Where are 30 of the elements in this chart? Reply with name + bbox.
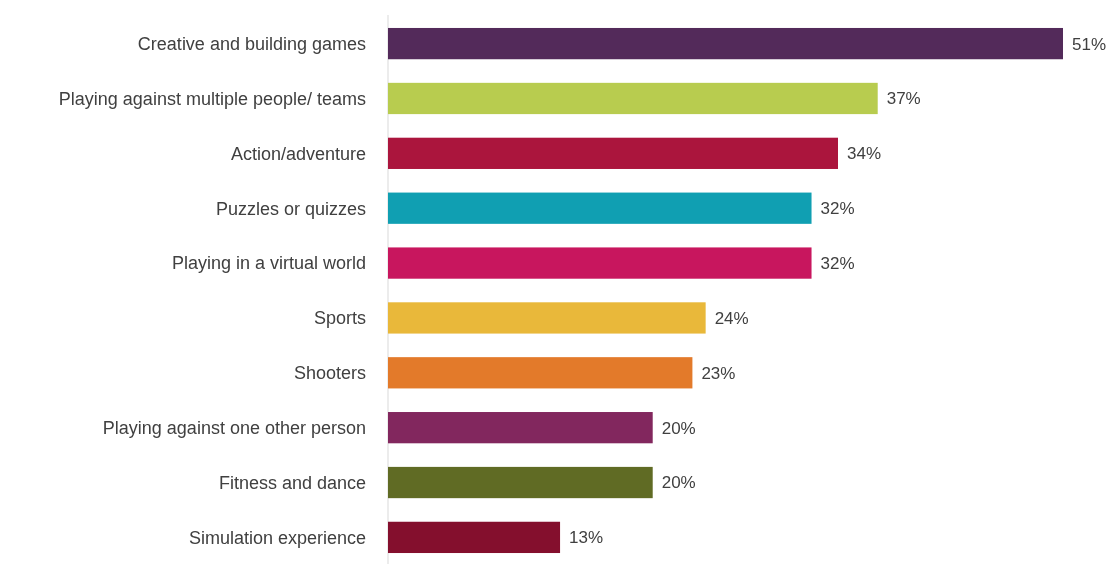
y-tick-label: Fitness and dance: [218, 472, 366, 493]
bar: [388, 247, 812, 279]
bar: [388, 137, 838, 169]
data-label: 37%: [886, 89, 921, 109]
bar: [388, 192, 812, 224]
data-label: 34%: [847, 144, 882, 164]
data-label: 32%: [820, 199, 855, 219]
data-label: 24%: [714, 308, 749, 328]
data-label: 51%: [1072, 34, 1107, 54]
y-tick-label: Simulation experience: [188, 527, 366, 548]
data-label: 13%: [569, 528, 604, 548]
data-label: 20%: [661, 473, 696, 493]
bar: [388, 412, 653, 444]
y-tick-label: Playing against one other person: [102, 417, 366, 438]
bar: [388, 82, 878, 115]
y-tick-label: Playing in a virtual world: [171, 253, 366, 274]
y-tick-label: Creative and building games: [137, 33, 366, 54]
data-label: 23%: [701, 363, 736, 383]
y-tick-label: Action/adventure: [230, 143, 366, 164]
y-tick-label: Playing against multiple people/ teams: [58, 88, 366, 109]
bar: [388, 302, 706, 334]
data-label: 32%: [820, 254, 855, 274]
data-label: 20%: [661, 418, 696, 438]
y-tick-label: Sports: [313, 308, 366, 329]
y-tick-label: Shooters: [293, 363, 366, 384]
bar: [388, 27, 1063, 60]
bar: [388, 357, 693, 389]
y-tick-label: Puzzles or quizzes: [215, 198, 366, 219]
bar: [388, 521, 561, 554]
bar: [388, 466, 653, 499]
